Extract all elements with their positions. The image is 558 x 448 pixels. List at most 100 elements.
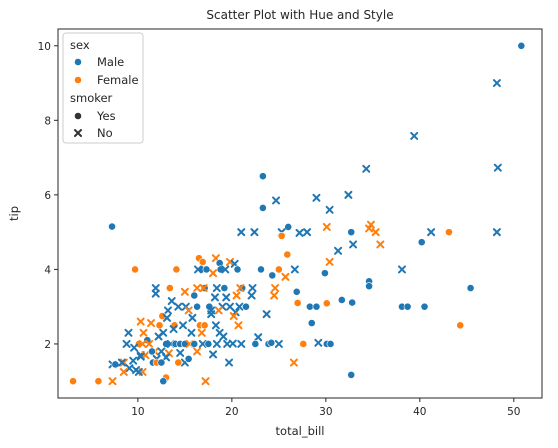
data-point-smoker-no (290, 265, 299, 274)
data-point-smoker-yes (198, 258, 207, 266)
x-axis-label: total_bill (276, 424, 325, 438)
data-point-smoker-yes (445, 228, 453, 237)
data-point-smoker-yes (466, 284, 475, 292)
legend-male-marker (74, 58, 82, 66)
data-point-smoker-no (134, 367, 143, 376)
legend-yes-marker (74, 112, 82, 120)
data-point-smoker-no (289, 358, 298, 367)
data-point-smoker-no (219, 332, 228, 341)
data-point-smoker-yes (184, 354, 193, 363)
data-point-smoker-yes (94, 377, 103, 386)
data-point-smoker-no (312, 193, 321, 202)
data-point-smoker-no (122, 339, 131, 348)
data-point-smoker-yes (155, 321, 164, 330)
data-point-smoker-no (303, 228, 312, 237)
data-point-smoker-no (184, 306, 193, 315)
data-point-smoker-yes (277, 231, 286, 240)
data-point-smoker-no (281, 272, 290, 281)
data-point-smoker-yes (205, 302, 214, 311)
data-point-smoker-no (270, 291, 279, 300)
data-point-smoker-no (197, 328, 206, 337)
data-point-smoker-no (169, 325, 178, 334)
data-point-smoker-yes (174, 358, 183, 367)
data-point-smoker-no (167, 297, 176, 306)
data-point-smoker-no (237, 228, 246, 237)
legend-yes-label: Yes (96, 109, 116, 123)
data-point-smoker-no (129, 356, 138, 365)
data-point-smoker-no (236, 284, 245, 293)
y-tick-label: 8 (44, 115, 51, 127)
data-point-smoker-yes (348, 298, 357, 307)
data-point-smoker-no (188, 313, 197, 322)
data-point-smoker-no (362, 164, 371, 173)
data-point-smoker-yes (257, 265, 265, 274)
data-point-smoker-no (371, 228, 380, 237)
data-point-smoker-no (248, 284, 257, 293)
data-point-smoker-no (136, 317, 145, 326)
data-point-smoker-yes (172, 265, 181, 274)
data-point-smoker-no (174, 302, 183, 311)
data-point-smoker-yes (312, 302, 321, 311)
data-point-smoker-yes (251, 340, 260, 348)
data-point-smoker-no (235, 302, 244, 311)
legend-no-label: No (97, 126, 113, 140)
data-point-smoker-yes (131, 265, 139, 274)
data-point-smoker-no (254, 333, 263, 342)
data-point-smoker-no (272, 196, 281, 205)
data-point-smoker-no (221, 265, 230, 274)
data-point-smoker-yes (307, 319, 316, 327)
data-point-smoker-no (199, 284, 208, 293)
data-point-smoker-yes (69, 377, 77, 386)
data-point-smoker-no (125, 364, 134, 373)
data-point-smoker-no (201, 377, 210, 386)
data-point-smoker-no (198, 339, 207, 348)
data-point-smoker-yes (190, 291, 199, 300)
data-point-smoker-no (365, 224, 374, 233)
data-point-smoker-no (207, 310, 216, 319)
data-point-smoker-no (344, 190, 353, 199)
data-point-smoker-no (271, 284, 280, 293)
data-point-smoker-no (247, 291, 256, 300)
data-point-smoker-no (231, 308, 240, 317)
data-point-smoker-yes (347, 228, 356, 237)
x-tick-label: 30 (319, 406, 332, 418)
data-point-smoker-no (234, 321, 243, 330)
data-point-smoker-no (366, 220, 375, 229)
data-point-smoker-no (349, 240, 358, 249)
legend-no-marker (74, 129, 82, 137)
data-point-smoker-no (295, 228, 304, 237)
data-point-smoker-no (211, 321, 220, 330)
data-point-smoker-no (274, 339, 283, 348)
y-axis-label: tip (7, 206, 21, 221)
data-point-smoker-yes (238, 284, 247, 292)
y-tick-label: 10 (38, 41, 51, 53)
data-point-smoker-no (151, 284, 160, 293)
data-point-smoker-no (322, 222, 331, 231)
data-point-smoker-no (108, 377, 117, 386)
data-point-smoker-yes (193, 302, 201, 311)
data-point-smoker-no (194, 265, 203, 274)
data-point-smoker-yes (347, 370, 356, 379)
data-point-smoker-no (228, 339, 237, 348)
data-point-smoker-no (124, 328, 133, 337)
legend: sex Male Female smoker Yes No (62, 32, 144, 144)
x-tick-label: 50 (507, 406, 520, 418)
data-point-smoker-no (136, 352, 145, 361)
y-tick-label: 6 (44, 190, 51, 202)
data-point-smoker-no (163, 313, 172, 322)
data-point-smoker-no (163, 306, 172, 315)
data-point-smoker-no (176, 348, 185, 357)
data-point-smoker-no (117, 358, 126, 367)
data-point-smoker-yes (258, 172, 267, 181)
data-point-smoker-yes (299, 340, 308, 348)
y-tick-label: 2 (44, 339, 51, 351)
y-tick-label: 4 (44, 264, 51, 276)
data-point-smoker-no (225, 358, 234, 367)
data-point-smoker-yes (200, 321, 209, 330)
data-point-smoker-yes (305, 302, 314, 311)
data-point-smoker-no (209, 269, 218, 278)
x-tick-label: 10 (131, 406, 144, 418)
data-point-smoker-yes (148, 347, 156, 356)
data-point-smoker-no (187, 328, 196, 337)
